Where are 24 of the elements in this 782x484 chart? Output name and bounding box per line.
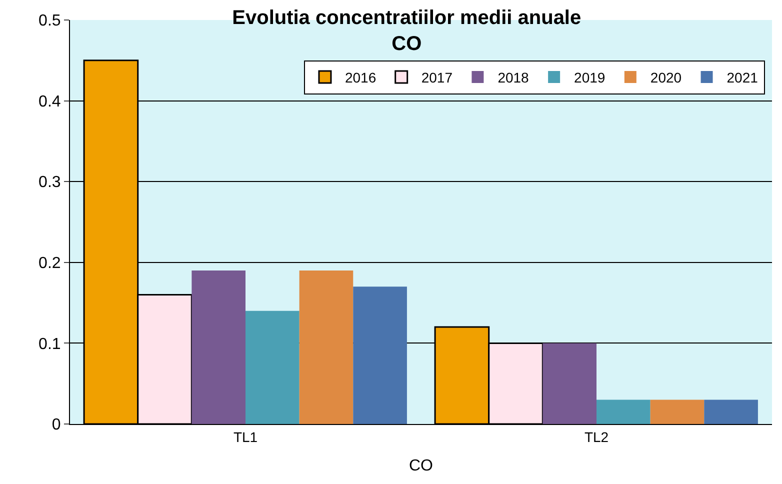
- legend-label: 2018: [498, 69, 530, 86]
- legend-label: 2020: [650, 69, 682, 86]
- x-tick-label: TL1: [233, 428, 258, 445]
- x-tick-label: TL2: [584, 428, 609, 445]
- bar: [299, 270, 354, 424]
- y-tick-label: 0.5: [38, 12, 61, 30]
- bar: [704, 400, 758, 424]
- bar: [246, 310, 300, 424]
- y-tick-label: 0.2: [38, 255, 61, 272]
- bar: [353, 286, 407, 424]
- y-tick-label: 0.3: [38, 174, 61, 192]
- legend-label: 2017: [421, 69, 453, 86]
- bar: [650, 400, 704, 424]
- bar: [192, 270, 246, 424]
- legend-label: 2019: [574, 69, 606, 86]
- bar: [542, 343, 596, 424]
- x-axis-title: CO: [409, 458, 433, 474]
- legend-label: 2016: [344, 69, 376, 86]
- y-tick-label: 0: [52, 416, 61, 434]
- legend-label: 2021: [726, 69, 758, 86]
- y-tick-label: 0.4: [38, 93, 61, 110]
- bar: [596, 400, 650, 424]
- chart-title: Evolutia concentratiilor medii anuale CO: [232, 7, 582, 56]
- y-tick-label: 0.1: [38, 336, 61, 353]
